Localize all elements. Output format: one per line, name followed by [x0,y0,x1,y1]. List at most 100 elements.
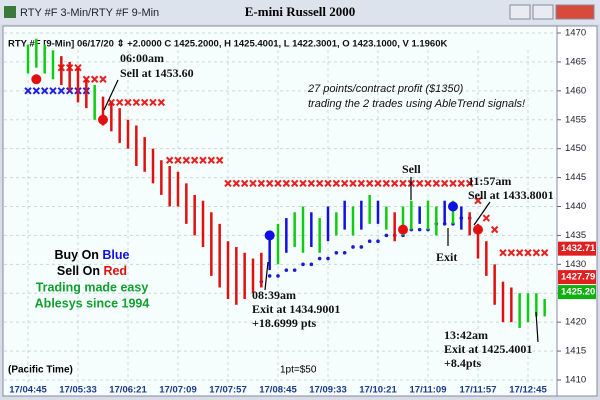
point-value: 1pt=$50 [280,365,317,376]
annotation: Sell [402,162,421,176]
stop-marker [24,87,32,95]
close-button[interactable] [555,4,595,20]
support-dot [334,250,339,255]
signal-dot [473,224,483,235]
timezone-label: (Pacific Time) [8,365,73,376]
x-tick-label: 17/12:45 [509,385,547,396]
plot-layer: 1410141514201425143014351440144514501455… [4,28,596,396]
support-dot [301,262,305,267]
signal-dot [98,114,108,125]
support-dot [417,227,422,232]
stop-marker [374,179,382,188]
price-tag [558,285,596,300]
stop-marker [499,249,507,257]
price-tag-label: 1425.20 [561,287,595,298]
stop-marker [165,156,174,164]
y-tick-label: 1440 [565,201,586,212]
stop-marker [432,179,441,188]
annotation: 06:00am [120,51,164,65]
legend-text: Buy On Blue [54,248,129,262]
annotation: Exit [436,250,457,264]
stop-marker [540,249,549,257]
support-dot [384,233,389,238]
y-tick-label: 1445 [565,172,586,183]
stop-marker [440,179,449,188]
stop-marker [207,156,216,164]
stop-marker [40,87,49,95]
stop-marker [274,179,282,188]
annotation: Exit at 1434.9001 [252,302,340,316]
stop-marker [157,98,166,107]
support-dot [267,274,272,278]
support-dot [284,268,289,272]
arrows [103,79,539,343]
y-tick-label: 1410 [565,375,586,386]
stop-marker [290,179,299,188]
stop-marker [124,98,132,107]
legend-text: Trading made easy [36,280,149,294]
stop-marker [315,179,324,188]
chart-title: E-mini Russell 2000 [245,4,356,19]
signal-dot [398,224,408,235]
legend-text: Ablesys since 1994 [35,296,150,310]
stop-marker [532,249,541,257]
legend-text: Sell On Red [57,264,127,278]
stop-marker [174,156,182,164]
stop-marker [382,179,391,188]
stop-marker [215,156,224,164]
stop-marker [365,179,374,188]
annotation: +18.6999 pts [252,316,317,330]
stop-marker [307,179,316,188]
y-tick-label: 1420 [565,317,586,328]
stop-marker [524,249,532,257]
annotation: 11:57am [468,174,511,188]
support-dot [309,262,314,267]
stop-marker [399,179,407,188]
y-tick-label: 1450 [565,143,586,154]
annotation: Exit at 1425.4001 [444,342,532,356]
stop-marker [282,179,291,188]
stop-marker [490,225,499,234]
title-bar [0,0,600,24]
stop-marker [357,179,366,188]
stop-marker [457,179,466,188]
price-tag-label: 1427.79 [561,272,595,283]
signal-dot [31,74,42,85]
stop-marker [90,75,99,83]
stop-marker [390,179,399,188]
x-tick-label: 17/10:21 [359,385,397,396]
support-dot [276,274,280,278]
support-dot [292,268,297,272]
support-dot [342,250,347,255]
price-tag-label: 1432.71 [561,243,596,254]
stop-marker [57,87,66,95]
stop-marker [324,179,332,188]
y-tick-label: 1455 [565,114,586,125]
stop-marker [132,98,141,107]
stop-marker [182,156,191,164]
x-tick-label: 17/09:33 [309,385,347,396]
minimize-button[interactable] [509,4,531,20]
annotation: 08:39am [252,288,296,302]
stop-marker [190,156,199,164]
y-tick-label: 1465 [565,56,586,67]
stop-marker [332,179,341,188]
stop-marker [249,179,257,188]
stop-marker [299,179,307,188]
annotation: trading the 2 trades using AbleTrend sig… [308,98,525,110]
y-tick-label: 1435 [565,230,586,241]
header-info: RTY #F [9-Min] 06/17/20 ⇕ +2.0000 C 1425… [8,39,448,50]
stop-marker [515,249,524,257]
price-axis [556,25,598,397]
stop-marker [199,156,207,164]
maximize-button[interactable] [532,4,554,20]
stop-marker [465,179,474,188]
stop-marker [424,179,432,188]
stop-marker [349,179,357,188]
stop-marker [474,197,482,205]
annotation: +8.4pts [444,356,482,370]
stop-marker [507,249,516,257]
support-dot [359,245,364,249]
stop-marker [99,75,107,83]
x-tick-label: 17/11:57 [460,385,497,396]
